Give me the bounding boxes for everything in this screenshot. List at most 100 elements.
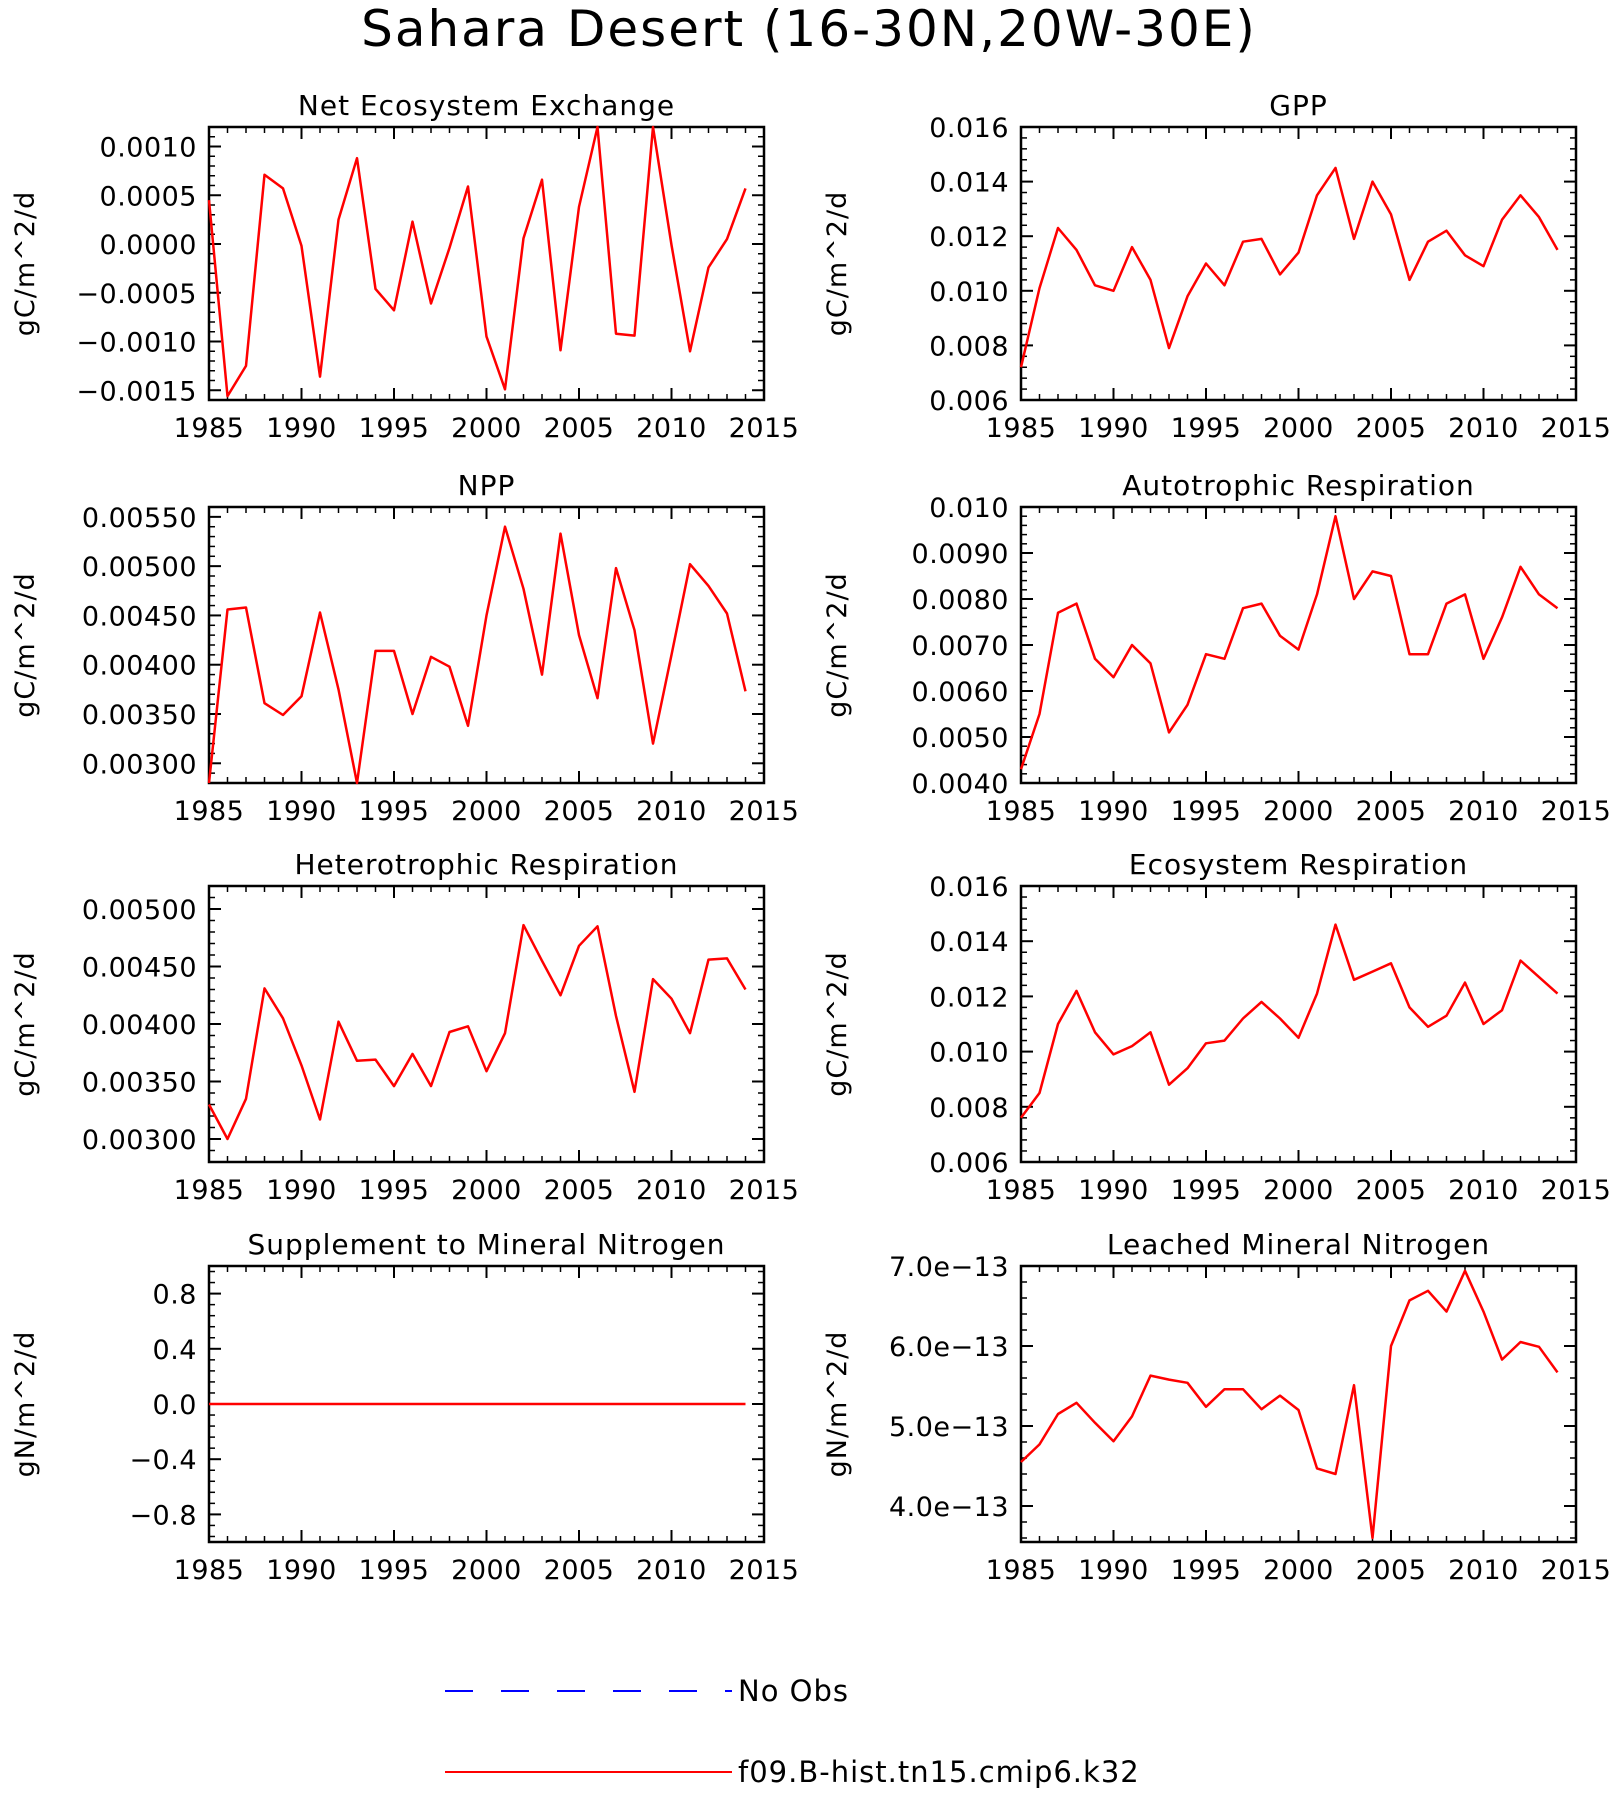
y-tick-label: 0.0080: [912, 585, 1009, 616]
y-axis-label: gC/m^2/d: [10, 572, 41, 717]
panel-title: Heterotrophic Respiration: [295, 848, 679, 881]
y-tick-label: 0.0010: [100, 133, 197, 164]
legend-label-no-obs: No Obs: [738, 1674, 849, 1708]
x-tick-label: 1995: [359, 796, 430, 827]
y-tick-label: 0.0070: [912, 631, 1009, 662]
y-tick-label: −0.0010: [76, 328, 197, 359]
panel-supp: Supplement to Mineral Nitrogen gN/m^2/d 19…: [10, 1228, 799, 1586]
panels-group: Net Ecosystem Exchange gC/m^2/d 1985 1990 19…: [10, 89, 1611, 1586]
series-line-0: [207, 923, 747, 1141]
y-tick-label: 0.8: [153, 1280, 197, 1311]
x-tick-label: 2000: [451, 796, 522, 827]
y-tick-label: 0.00400: [82, 1010, 197, 1041]
y-tick-label: 0.00550: [82, 503, 197, 534]
y-tick-label: 0.016: [929, 113, 1009, 144]
x-tick-label: 2000: [1263, 1175, 1334, 1206]
y-tick-label: −0.0005: [76, 279, 197, 310]
y-tick-label: 0.00400: [82, 651, 197, 682]
panel-title: Leached Mineral Nitrogen: [1107, 1228, 1490, 1261]
x-tick-label: 2005: [1356, 796, 1427, 827]
x-tick-label: 1985: [986, 413, 1057, 444]
x-tick-label: 1990: [1078, 796, 1149, 827]
panel-title: Autotrophic Respiration: [1122, 469, 1474, 502]
y-tick-label: 0.4: [153, 1335, 197, 1366]
x-tick-label: 2005: [1356, 1175, 1427, 1206]
x-tick-label: 1990: [1078, 1555, 1149, 1586]
x-tick-label: 2015: [729, 1555, 800, 1586]
y-tick-label: 0.00500: [82, 895, 197, 926]
y-tick-label: 0.0090: [912, 539, 1009, 570]
x-tick-label: 1985: [986, 796, 1057, 827]
panel-ar: Autotrophic Respiration gC/m^2/d 1985 1990 1…: [822, 469, 1611, 827]
y-tick-label: 0.00350: [82, 1068, 197, 1099]
y-tick-label: 0.008: [929, 1093, 1009, 1124]
series-line-0: [1019, 514, 1559, 770]
y-axis-label: gC/m^2/d: [10, 951, 41, 1096]
series-line-0: [1019, 923, 1559, 1119]
y-tick-label: 0.006: [929, 1148, 1009, 1179]
x-tick-label: 2000: [451, 1555, 522, 1586]
x-tick-label: 1995: [1171, 413, 1242, 444]
x-tick-label: 2010: [1448, 413, 1519, 444]
y-tick-label: 0.00450: [82, 953, 197, 984]
y-tick-label: 0.00300: [82, 1125, 197, 1156]
y-axis-label: gC/m^2/d: [822, 572, 853, 717]
legend-label-model: f09.B-hist.tn15.cmip6.k32: [738, 1755, 1140, 1789]
y-tick-label: 7.0e−13: [889, 1252, 1009, 1283]
panel-gpp: GPP gC/m^2/d 1985 1990 1995 2000 2005 2010 2015 0…: [822, 89, 1611, 444]
x-tick-label: 2015: [1541, 413, 1612, 444]
panel-title: GPP: [1269, 89, 1327, 122]
x-tick-label: 1985: [174, 796, 245, 827]
x-tick-label: 2005: [544, 1175, 615, 1206]
panel-nee: Net Ecosystem Exchange gC/m^2/d 1985 1990 19…: [10, 89, 799, 444]
y-tick-label: 0.010: [929, 493, 1009, 524]
y-tick-label: 0.00300: [82, 749, 197, 780]
y-tick-label: 0.0050: [912, 723, 1009, 754]
y-tick-label: 6.0e−13: [889, 1332, 1009, 1363]
y-tick-label: 0.00500: [82, 552, 197, 583]
x-tick-label: 1990: [266, 1555, 337, 1586]
panel-title: Net Ecosystem Exchange: [298, 89, 675, 122]
panel-er: Ecosystem Respiration gC/m^2/d 1985 1990 199…: [822, 848, 1611, 1206]
x-tick-label: 1995: [1171, 1555, 1242, 1586]
x-tick-label: 2010: [1448, 796, 1519, 827]
y-axis-label: gC/m^2/d: [10, 191, 41, 336]
x-tick-label: 2010: [636, 1175, 707, 1206]
x-tick-label: 1995: [1171, 1175, 1242, 1206]
panel-leach: Leached Mineral Nitrogen gN/m^2/d 1985 1990…: [822, 1228, 1611, 1586]
x-tick-label: 2000: [451, 1175, 522, 1206]
x-tick-label: 1990: [1078, 1175, 1149, 1206]
x-tick-label: 1990: [266, 413, 337, 444]
y-axis-label: gC/m^2/d: [822, 951, 853, 1096]
series-line-0: [1020, 1269, 1559, 1540]
series-line-0: [207, 525, 747, 785]
panel-title: NPP: [458, 469, 516, 502]
x-tick-label: 1995: [359, 1555, 430, 1586]
x-tick-label: 1990: [1078, 413, 1149, 444]
y-tick-label: 0.0005: [100, 181, 197, 212]
y-tick-label: 0.014: [929, 927, 1009, 958]
y-tick-label: 0.016: [929, 872, 1009, 903]
x-tick-label: 2000: [1263, 1555, 1334, 1586]
y-tick-label: 0.0000: [100, 230, 197, 261]
x-tick-label: 2005: [544, 413, 615, 444]
y-tick-label: 4.0e−13: [889, 1492, 1009, 1523]
panel-npp: NPP gC/m^2/d 1985 1990 1995 2000 2005 2010 2015 0…: [10, 469, 799, 827]
y-tick-label: 0.00450: [82, 601, 197, 632]
x-tick-label: 2005: [544, 796, 615, 827]
panel-title: Supplement to Mineral Nitrogen: [248, 1228, 726, 1261]
x-tick-label: 2005: [544, 1555, 615, 1586]
x-tick-label: 2010: [1448, 1175, 1519, 1206]
y-tick-label: 0.00350: [82, 700, 197, 731]
panel-title: Ecosystem Respiration: [1129, 848, 1468, 881]
series-line-0: [207, 125, 747, 398]
y-tick-label: −0.0015: [76, 376, 197, 407]
x-tick-label: 2005: [1356, 1555, 1427, 1586]
x-tick-label: 1990: [266, 1175, 337, 1206]
x-tick-label: 2015: [729, 413, 800, 444]
y-tick-label: 0.0040: [912, 769, 1009, 800]
x-tick-label: 1985: [174, 1175, 245, 1206]
x-tick-label: 2010: [636, 1555, 707, 1586]
y-tick-label: 0.012: [929, 222, 1009, 253]
